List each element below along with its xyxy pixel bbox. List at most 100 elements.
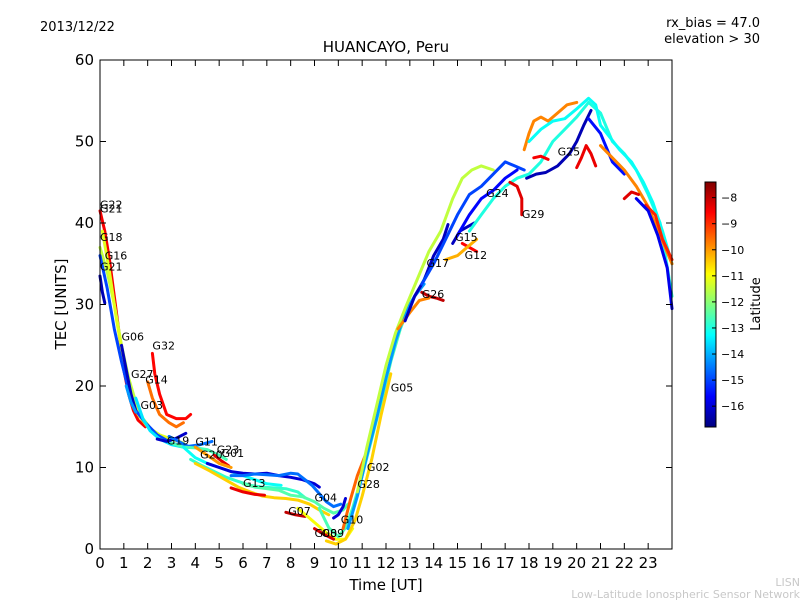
colorbar-tick-label: −14 <box>721 348 744 361</box>
series-line-g15b <box>451 221 476 245</box>
annotation-g09: G09 <box>322 527 345 540</box>
series-line-g07 <box>284 510 307 518</box>
colorbar-tick-label: −9 <box>721 218 737 231</box>
series-line-g29b <box>522 100 579 152</box>
series-line-g25c <box>527 96 674 266</box>
x-tick-label: 8 <box>286 554 296 572</box>
x-tick-label: 11 <box>353 554 372 572</box>
annotation-g03: G03 <box>141 399 164 412</box>
annotation-g21: G21 <box>100 202 123 215</box>
annotation-g05: G05 <box>391 382 414 395</box>
series-line-g14 <box>146 380 185 429</box>
series-line-g29 <box>508 180 524 217</box>
elevation-label: elevation > 30 <box>664 32 760 47</box>
y-tick-label: 0 <box>84 540 94 558</box>
series-line-g15 <box>420 160 526 286</box>
colorbar-tick-label: −15 <box>721 374 744 387</box>
x-tick-label: 2 <box>143 554 153 572</box>
x-tick-label: 10 <box>329 554 348 572</box>
annotation-g17: G17 <box>427 257 450 270</box>
annotation-g23: G23 <box>217 444 240 457</box>
x-tick-label: 16 <box>472 554 491 572</box>
series-line-g25b <box>525 109 593 180</box>
annotation-g10: G10 <box>341 514 364 527</box>
colorbar <box>704 181 717 428</box>
annotation-g07: G07 <box>288 505 311 518</box>
colorbar-tick-label: −13 <box>721 322 744 335</box>
series-line-g31c <box>634 197 674 311</box>
series-line-g21 <box>98 274 107 305</box>
series-line-g05 <box>346 282 426 531</box>
series-line-g02 <box>324 372 393 546</box>
y-tick-label: 20 <box>75 377 94 395</box>
series-line-g04 <box>241 482 350 515</box>
y-tick-label: 50 <box>75 133 94 151</box>
annotation-g12: G12 <box>465 249 488 262</box>
chart-title: HUANCAYO, Peru <box>323 38 449 56</box>
annotation-g24: G24 <box>486 187 509 200</box>
x-tick-label: 3 <box>167 554 177 572</box>
colorbar-ticks: −8 −9 −10 −11 −12 −13 −14 −15 −16 <box>712 192 744 413</box>
series-line-g09 <box>332 497 347 520</box>
annotation-g21: G21 <box>100 260 123 273</box>
x-axis: 0 1 2 3 4 5 6 7 8 9 10 11 12 13 14 15 16 17 18 19 20 21 22 23 <box>95 60 658 572</box>
annotation-g19: G19 <box>167 435 190 448</box>
annotation-g04: G04 <box>315 492 338 505</box>
x-tick-label: 14 <box>424 554 443 572</box>
rx-bias-label: rx_bias = 47.0 <box>666 16 760 31</box>
series-line-g31 <box>622 190 641 201</box>
annotation-g26: G26 <box>422 288 445 301</box>
series-line-g26 <box>420 290 445 302</box>
x-tick-label: 15 <box>448 554 467 572</box>
series-line-g27b <box>124 384 138 414</box>
x-tick-label: 5 <box>214 554 224 572</box>
x-axis-label: Time [UT] <box>348 576 422 594</box>
series-line-g24 <box>456 168 519 237</box>
series-line-g11 <box>170 441 228 461</box>
annotation-g01: G01 <box>222 447 245 460</box>
y-axis-label: TEC [UNITS] <box>52 259 70 351</box>
series-line-g08 <box>313 527 336 541</box>
series-line-g17 <box>403 223 450 323</box>
series-group <box>98 96 674 546</box>
series-line-g25 <box>532 154 550 161</box>
x-tick-label: 22 <box>615 554 634 572</box>
y-tick-label: 10 <box>75 459 94 477</box>
annotation-g02: G02 <box>367 461 390 474</box>
x-tick-label: 9 <box>310 554 320 572</box>
series-line-g25e <box>587 117 626 176</box>
x-tick-label: 4 <box>191 554 201 572</box>
series-line-g12b <box>444 237 479 262</box>
annotation-g25: G25 <box>558 145 581 158</box>
x-tick-label: 13 <box>400 554 419 572</box>
x-tick-label: 18 <box>519 554 538 572</box>
x-tick-label: 17 <box>496 554 515 572</box>
y-tick-label: 30 <box>75 296 94 314</box>
colorbar-tick-label: −10 <box>721 244 744 257</box>
annotation-g32: G32 <box>152 339 175 352</box>
annotation-g11: G11 <box>195 435 218 448</box>
colorbar-tick-label: −11 <box>721 270 744 283</box>
annotation-g06: G06 <box>121 330 144 343</box>
series-line-g12 <box>460 241 479 253</box>
series-line-g23 <box>212 453 231 468</box>
annotation-g16: G16 <box>105 250 128 263</box>
series-line-g05b <box>355 164 495 494</box>
series-line-g25d <box>575 144 598 170</box>
x-tick-label: 23 <box>639 554 658 572</box>
x-tick-label: 1 <box>119 554 129 572</box>
y-tick-label: 60 <box>75 51 94 69</box>
annotation-g14: G14 <box>145 374 168 387</box>
colorbar-tick-label: −12 <box>721 296 744 309</box>
colorbar-tick-label: −16 <box>721 400 744 413</box>
date-label: 2013/12/22 <box>40 20 115 35</box>
y-axis: 0 10 20 30 40 50 60 <box>75 51 672 558</box>
annotation-g08: G08 <box>315 527 338 540</box>
x-tick-label: 12 <box>376 554 395 572</box>
series-line-g32 <box>150 351 193 421</box>
y-tick-label: 40 <box>75 214 94 232</box>
x-tick-label: 0 <box>95 554 105 572</box>
plot-frame <box>99 59 673 550</box>
